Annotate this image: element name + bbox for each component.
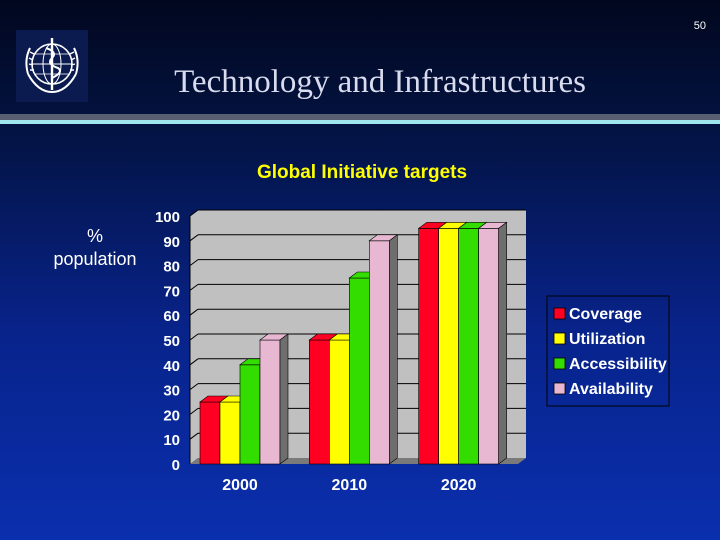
- y-tick-label: 40: [163, 358, 180, 375]
- gridline-diagonal: [189, 209, 199, 217]
- gridline-diagonal: [189, 407, 199, 415]
- bar-coverage-2000: [199, 401, 221, 465]
- x-tick-label: 2020: [441, 477, 477, 494]
- gridline-diagonal: [189, 432, 199, 440]
- x-tick-label: 2010: [332, 477, 368, 494]
- y-tick-label: 50: [163, 333, 180, 350]
- bar-accessibility-2020: [458, 228, 479, 465]
- legend-swatch-availability: [553, 382, 566, 395]
- legend-swatch-accessibility: [553, 357, 566, 370]
- legend-swatch-utilization: [553, 332, 566, 345]
- bar-side: [279, 333, 289, 465]
- bar-utilization-2000: [219, 401, 241, 465]
- bar-utilization-2020: [438, 228, 459, 465]
- y-tick-label: 30: [163, 383, 180, 400]
- y-tick-label: 70: [163, 283, 180, 300]
- chart-title: Global Initiative targets: [257, 162, 467, 183]
- who-emblem-icon: [16, 30, 88, 102]
- bar-utilization-2010: [329, 339, 350, 465]
- gridline-diagonal: [189, 358, 199, 366]
- legend-box: [546, 295, 670, 407]
- y-tick-label: 0: [172, 457, 180, 474]
- gridline-diagonal: [189, 308, 199, 316]
- gridline-diagonal: [189, 234, 199, 242]
- legend-label-coverage: Coverage: [569, 306, 642, 323]
- legend-swatch-coverage: [553, 307, 566, 320]
- y-tick-label: 60: [163, 308, 180, 325]
- gridline-diagonal: [189, 259, 199, 267]
- gridline-diagonal: [189, 283, 199, 291]
- y-tick-label: 80: [163, 259, 180, 276]
- y-tick-label: 20: [163, 407, 180, 424]
- gridline-diagonal: [189, 383, 199, 391]
- bar-side: [498, 221, 507, 465]
- y-tick-label: 10: [163, 432, 180, 449]
- bar-availability-2020: [478, 228, 499, 465]
- bar-availability-2000: [259, 339, 281, 465]
- bar-availability-2010: [369, 240, 390, 465]
- y-axis-label-line2: population: [53, 249, 136, 269]
- legend-label-utilization: Utilization: [569, 331, 645, 348]
- title-rule: [0, 114, 720, 120]
- bar-side: [389, 234, 398, 465]
- x-tick-label: 2000: [222, 477, 258, 494]
- bar-accessibility-2000: [239, 364, 261, 465]
- gridline-diagonal: [189, 333, 199, 341]
- y-tick-label: 90: [163, 234, 180, 251]
- legend-label-accessibility: Accessibility: [569, 356, 667, 373]
- slide-number: 50: [693, 20, 706, 32]
- legend-label-availability: Availability: [569, 381, 653, 398]
- bar-coverage-2020: [418, 228, 439, 465]
- y-tick-label: 100: [155, 209, 180, 226]
- title-rule-accent: [0, 120, 720, 124]
- slide-title: Technology and Infrastructures: [174, 64, 586, 100]
- bar-coverage-2010: [309, 339, 330, 465]
- y-axis-label-line1: %: [87, 226, 103, 246]
- bar-accessibility-2010: [349, 277, 370, 465]
